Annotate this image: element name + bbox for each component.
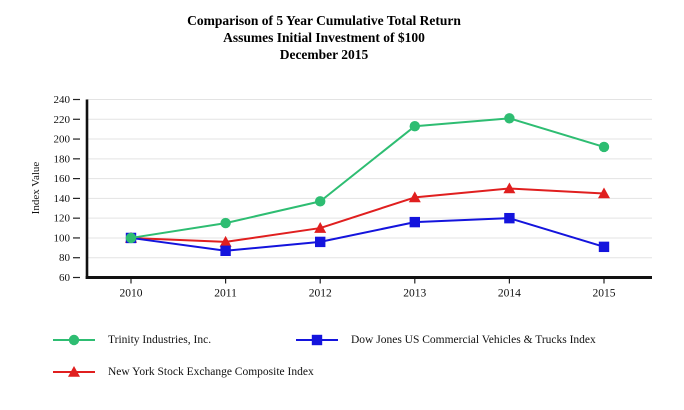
x-tick-label: 2011 — [214, 288, 237, 300]
series-2-marker-triangle — [219, 235, 232, 247]
series-line-0 — [130, 117, 605, 239]
legend-item-0: Trinity Industries, Inc. — [53, 332, 211, 348]
series-0-marker-circle — [504, 113, 515, 124]
legend-marker-square — [311, 334, 323, 346]
legend-swatch-square-icon — [296, 334, 338, 346]
series-2-marker-triangle — [503, 182, 516, 194]
y-tick-label: 200 — [54, 134, 71, 146]
chart-title-line-1: Comparison of 5 Year Cumulative Total Re… — [187, 13, 461, 28]
chart-title: Comparison of 5 Year Cumulative Total Re… — [0, 12, 648, 63]
x-tick-label: 2014 — [498, 288, 521, 300]
series-2-marker-triangle — [408, 191, 421, 203]
legend-label: Dow Jones US Commercial Vehicles & Truck… — [351, 334, 596, 346]
y-tick-label: 220 — [54, 114, 71, 126]
legend-item-2: New York Stock Exchange Composite Index — [53, 364, 314, 380]
legend-marker-triangle — [68, 366, 80, 377]
x-tick-label: 2015 — [593, 288, 616, 300]
y-tick-label: 140 — [54, 193, 71, 205]
y-tick-label: 120 — [54, 213, 71, 225]
legend-swatch-triangle-icon — [53, 366, 95, 377]
series-line-2 — [130, 187, 605, 243]
x-tick-label: 2010 — [120, 288, 143, 300]
series-1-marker-square — [504, 212, 515, 224]
y-tick-label: 240 — [54, 94, 71, 106]
series-line-1 — [130, 217, 605, 252]
series-0-marker-circle — [409, 121, 420, 132]
x-tick-label: 2013 — [403, 288, 426, 300]
series-1-marker-square — [315, 236, 326, 248]
x-tick-label: 2012 — [309, 288, 332, 300]
legend-item-1: Dow Jones US Commercial Vehicles & Truck… — [296, 332, 596, 348]
chart-title-line-3: December 2015 — [279, 47, 369, 62]
chart-title-line-2: Assumes Initial Investment of $100 — [223, 30, 425, 45]
series-2-marker-triangle — [598, 187, 610, 199]
series-1-marker-square — [598, 241, 610, 253]
series-2-marker-triangle — [314, 222, 327, 233]
legend-swatch-circle-icon — [53, 334, 95, 346]
series-0-marker-circle — [220, 217, 231, 229]
legend-label: New York Stock Exchange Composite Index — [108, 366, 314, 378]
series-1-marker-square — [409, 216, 420, 228]
y-tick-label: 160 — [54, 173, 71, 185]
series-0-marker-circle — [315, 196, 326, 207]
y-axis-title: Index Value — [30, 161, 42, 215]
series-0-marker-circle — [598, 141, 610, 153]
y-tick-label: 60 — [59, 272, 71, 284]
y-tick-label: 100 — [54, 232, 71, 244]
y-tick-label: 80 — [59, 252, 71, 264]
series-0-marker-circle — [125, 232, 137, 244]
legend-label: Trinity Industries, Inc. — [108, 334, 212, 346]
legend-marker-circle — [68, 334, 80, 346]
series-1-marker-square — [220, 245, 231, 256]
y-tick-label: 180 — [54, 153, 71, 165]
